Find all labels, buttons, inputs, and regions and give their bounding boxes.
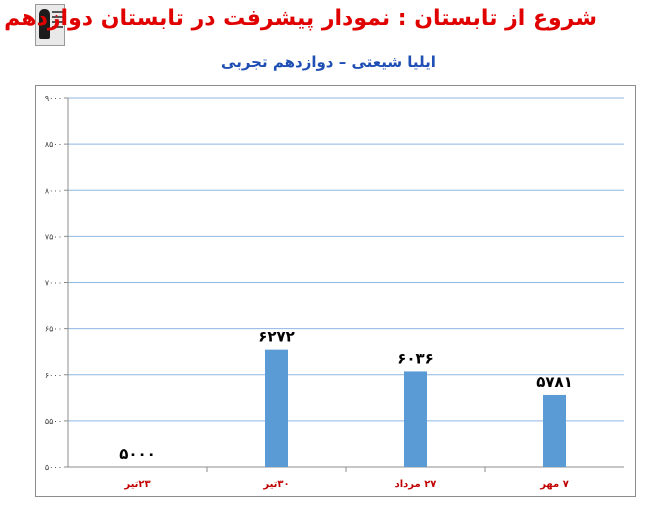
chart-title: شروع از تابستان : نمودار پیشرفت در تابست…: [4, 6, 597, 31]
chart-subtitle: ایلیا شیعتی – دوازدهم تجربی: [221, 53, 436, 71]
bar: [265, 349, 288, 467]
y-tick-label: ۸۵۰۰: [45, 140, 62, 149]
y-tick-label: ۷۵۰۰: [45, 232, 62, 241]
bar: [404, 371, 427, 467]
x-tick-label: ۷ مهر: [539, 479, 569, 490]
data-label: ۶۰۳۶: [397, 349, 434, 367]
data-label: ۵۰۰۰: [119, 445, 156, 463]
bar: [543, 394, 566, 467]
y-tick-label: ۵۵۰۰: [45, 417, 62, 426]
y-tick-label: ۵۰۰۰: [45, 463, 62, 472]
y-tick-label: ۶۵۰۰: [45, 325, 62, 334]
y-tick-label: ۶۰۰۰: [45, 371, 62, 380]
x-tick-label: ۳۰تیر: [262, 479, 289, 490]
data-label: ۶۲۷۲: [258, 328, 295, 346]
data-label: ۵۷۸۱: [536, 373, 573, 391]
x-tick-label: ۲۷ مرداد: [395, 479, 437, 490]
y-tick-label: ۷۰۰۰: [45, 279, 62, 288]
x-tick-label: ۲۳تیر: [123, 479, 150, 490]
chart-frame: [35, 85, 636, 497]
graduate-logo-icon: [35, 4, 65, 46]
y-tick-label: ۹۰۰۰: [45, 94, 62, 103]
y-tick-label: ۸۰۰۰: [45, 186, 62, 195]
